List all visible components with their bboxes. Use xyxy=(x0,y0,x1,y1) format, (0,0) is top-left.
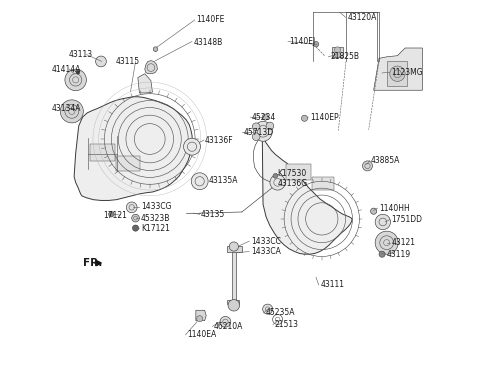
Polygon shape xyxy=(227,300,239,304)
Text: 41414A: 41414A xyxy=(52,65,81,74)
Circle shape xyxy=(262,114,268,120)
Polygon shape xyxy=(231,248,236,304)
Polygon shape xyxy=(90,144,115,161)
Text: 43148B: 43148B xyxy=(194,38,223,47)
Ellipse shape xyxy=(254,121,272,141)
Circle shape xyxy=(126,202,137,213)
Circle shape xyxy=(266,122,274,130)
Text: FR.: FR. xyxy=(84,258,103,268)
Text: 43119: 43119 xyxy=(387,250,411,259)
Polygon shape xyxy=(145,61,157,74)
Circle shape xyxy=(335,51,341,58)
Circle shape xyxy=(375,214,391,230)
Circle shape xyxy=(270,175,285,190)
Circle shape xyxy=(220,316,231,327)
Text: K17530: K17530 xyxy=(277,169,307,178)
Polygon shape xyxy=(196,310,206,321)
Text: 1433CG: 1433CG xyxy=(141,202,171,211)
Circle shape xyxy=(132,225,139,231)
Polygon shape xyxy=(286,164,311,180)
Circle shape xyxy=(375,231,398,254)
Circle shape xyxy=(301,115,308,121)
Circle shape xyxy=(183,138,201,155)
Text: 45713D: 45713D xyxy=(244,128,274,137)
Text: 1140FE: 1140FE xyxy=(196,15,224,25)
Text: 43135A: 43135A xyxy=(208,176,238,185)
Circle shape xyxy=(96,56,107,67)
Circle shape xyxy=(252,133,260,141)
Polygon shape xyxy=(74,97,192,200)
Circle shape xyxy=(313,41,319,47)
Circle shape xyxy=(153,47,158,51)
Text: 1140EA: 1140EA xyxy=(187,330,216,339)
Circle shape xyxy=(191,173,208,190)
Text: 43113: 43113 xyxy=(69,50,93,59)
Polygon shape xyxy=(116,156,140,171)
Circle shape xyxy=(132,214,139,222)
Text: 1140EP: 1140EP xyxy=(310,113,338,122)
Polygon shape xyxy=(373,48,422,90)
Text: 43120A: 43120A xyxy=(348,13,377,22)
Text: 21825B: 21825B xyxy=(330,52,359,61)
Text: 1140EJ: 1140EJ xyxy=(289,37,315,46)
Text: 43115: 43115 xyxy=(115,57,139,66)
Circle shape xyxy=(335,47,341,53)
Circle shape xyxy=(65,69,86,91)
Text: 17121: 17121 xyxy=(104,210,128,220)
Text: 1140HH: 1140HH xyxy=(379,204,410,213)
Text: 45323B: 45323B xyxy=(141,214,170,223)
Text: 43136G: 43136G xyxy=(277,179,308,188)
Circle shape xyxy=(273,174,277,178)
Polygon shape xyxy=(312,177,334,190)
Text: 43111: 43111 xyxy=(321,280,345,290)
Text: 1433CA: 1433CA xyxy=(251,247,281,256)
Text: 43136F: 43136F xyxy=(204,136,233,145)
Circle shape xyxy=(108,212,114,217)
Text: 45235A: 45235A xyxy=(266,308,296,318)
Circle shape xyxy=(76,70,80,74)
Text: 45234: 45234 xyxy=(252,113,276,122)
Polygon shape xyxy=(332,47,343,57)
Circle shape xyxy=(229,242,239,251)
Text: K17121: K17121 xyxy=(141,224,170,233)
Polygon shape xyxy=(138,74,153,93)
Polygon shape xyxy=(227,246,242,252)
Text: 1751DD: 1751DD xyxy=(392,215,423,224)
Text: 1123MG: 1123MG xyxy=(392,68,423,77)
Circle shape xyxy=(263,304,273,314)
Text: 43885A: 43885A xyxy=(371,156,400,165)
Text: 46210A: 46210A xyxy=(214,322,243,331)
Text: 43135: 43135 xyxy=(201,210,225,219)
Circle shape xyxy=(60,100,84,123)
Text: 43134A: 43134A xyxy=(52,104,81,113)
Polygon shape xyxy=(387,61,407,86)
Text: 1433CC: 1433CC xyxy=(251,237,281,246)
Circle shape xyxy=(197,316,203,322)
Polygon shape xyxy=(262,135,352,254)
Text: 43121: 43121 xyxy=(392,238,416,247)
Circle shape xyxy=(252,123,260,131)
Text: 21513: 21513 xyxy=(275,320,299,329)
Circle shape xyxy=(379,251,385,257)
Circle shape xyxy=(228,300,240,311)
Circle shape xyxy=(362,161,372,171)
Circle shape xyxy=(390,66,405,81)
Circle shape xyxy=(371,208,377,214)
